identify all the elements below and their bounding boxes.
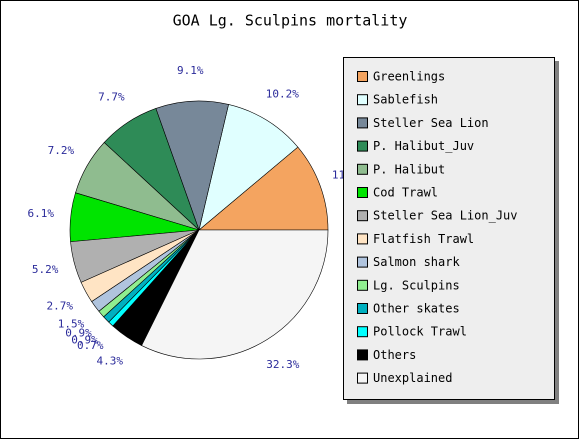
value-label: 0.7% [77, 339, 104, 352]
pie-slice [198, 146, 329, 231]
legend-swatch [357, 256, 368, 268]
legend-swatch [357, 140, 368, 152]
legend-swatch [357, 117, 368, 129]
legend-swatch [357, 233, 368, 245]
value-label: 10.2% [266, 88, 299, 101]
legend-label: Pollock Trawl [373, 325, 467, 339]
value-label: 4.3% [97, 355, 124, 368]
value-label: 6.1% [28, 207, 55, 220]
legend-swatch [357, 279, 368, 291]
legend-label: Greenlings [373, 70, 445, 84]
value-label: 0.9% [65, 327, 92, 340]
value-labels: 11.1%10.2%9.1%7.7%7.2%6.1%5.2%2.7%1.5%0.… [28, 64, 366, 371]
pie [69, 100, 329, 360]
value-label: 32.3% [266, 358, 299, 371]
legend-label: Unexplained [373, 371, 452, 385]
legend-swatch [357, 372, 368, 384]
legend-label: P. Halibut [373, 162, 445, 176]
legend-label: P. Halibut_Juv [373, 139, 474, 153]
legend-swatch [357, 187, 368, 198]
legend-swatch [357, 163, 368, 175]
value-label: 5.2% [32, 263, 59, 276]
legend-label: Sablefish [373, 93, 438, 107]
value-label: 1.5% [58, 317, 85, 330]
chart-title: GOA Lg. Sculpins mortality [173, 12, 408, 30]
value-label: 7.7% [98, 90, 125, 103]
legend-swatch [357, 326, 368, 338]
value-label: 0.9% [71, 333, 98, 346]
pie-slice [198, 104, 299, 231]
legend [343, 57, 555, 400]
legend-label: Flatfish Trawl [373, 232, 474, 246]
legend-label: Steller Sea Lion [373, 116, 489, 130]
value-label: 7.2% [48, 144, 75, 157]
legend-swatch [357, 71, 368, 82]
value-label: 2.7% [46, 300, 73, 313]
legend-label: Steller Sea Lion_Juv [373, 209, 518, 223]
value-label: 9.1% [177, 64, 204, 77]
legend-label: Others [373, 348, 416, 362]
legend-label: Lg. Sculpins [373, 278, 460, 292]
legend-items: Greenlings Sablefish Steller Sea Lion P. Ha… [357, 70, 518, 385]
legend-label: Salmon shark [373, 255, 460, 269]
legend-swatch [357, 303, 368, 314]
legend-label: Cod Trawl [373, 186, 438, 200]
legend-swatch [357, 349, 368, 361]
legend-label: Other skates [373, 302, 460, 316]
legend-swatch [357, 210, 368, 222]
pie-slice [141, 229, 329, 360]
legend-swatch [357, 94, 368, 106]
